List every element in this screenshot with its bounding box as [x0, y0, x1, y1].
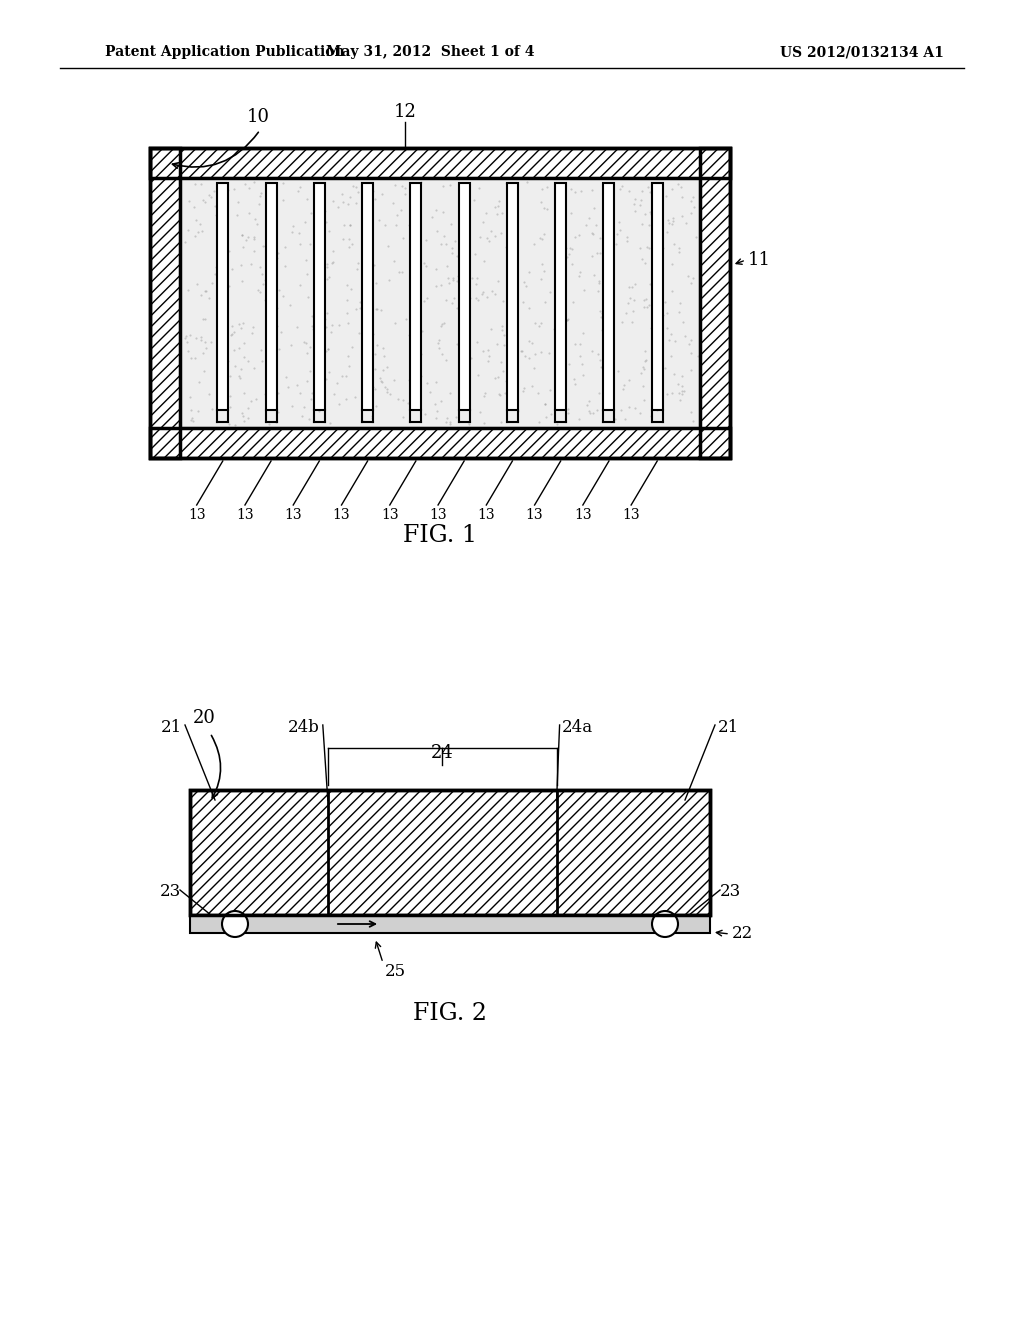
Text: 21: 21 [718, 719, 739, 737]
Bar [180, 178, 700, 428]
Bar [150, 148, 730, 178]
Text: 13: 13 [285, 508, 302, 521]
Text: 24a: 24a [561, 719, 593, 737]
Bar [150, 148, 730, 458]
Bar [700, 148, 730, 458]
Text: May 31, 2012  Sheet 1 of 4: May 31, 2012 Sheet 1 of 4 [326, 45, 535, 59]
Bar [150, 148, 180, 458]
Text: 13: 13 [429, 508, 446, 521]
Bar [459, 183, 470, 411]
Bar [603, 183, 614, 411]
Bar [651, 183, 663, 411]
Text: 22: 22 [732, 925, 754, 942]
Text: 13: 13 [187, 508, 206, 521]
Text: 11: 11 [748, 251, 771, 269]
Bar [150, 428, 730, 458]
Text: Patent Application Publication: Patent Application Publication [105, 45, 345, 59]
Bar [555, 183, 566, 411]
Text: FIG. 1: FIG. 1 [403, 524, 477, 548]
Bar [150, 148, 730, 178]
Circle shape [652, 911, 678, 937]
Text: 13: 13 [477, 508, 496, 521]
Bar [507, 183, 518, 411]
Text: FIG. 2: FIG. 2 [413, 1002, 487, 1024]
Text: 13: 13 [623, 508, 640, 521]
Text: 25: 25 [385, 962, 407, 979]
Text: 20: 20 [193, 709, 216, 727]
Bar [190, 789, 710, 915]
Bar [313, 183, 325, 411]
Bar [362, 183, 373, 411]
Bar [265, 183, 276, 411]
Text: 24b: 24b [288, 719, 319, 737]
Bar [150, 428, 730, 458]
Text: 13: 13 [381, 508, 398, 521]
Text: US 2012/0132134 A1: US 2012/0132134 A1 [780, 45, 944, 59]
Bar [190, 789, 710, 915]
Text: 13: 13 [237, 508, 254, 521]
Text: 23: 23 [160, 883, 180, 900]
Text: 10: 10 [247, 108, 270, 125]
Text: 23: 23 [720, 883, 740, 900]
Text: 24: 24 [431, 744, 454, 762]
Text: 21: 21 [161, 719, 182, 737]
Text: 13: 13 [525, 508, 544, 521]
Bar [190, 915, 710, 933]
Text: 13: 13 [574, 508, 592, 521]
Bar [700, 148, 730, 458]
Bar [217, 183, 228, 411]
Bar [150, 148, 180, 458]
Text: 13: 13 [333, 508, 350, 521]
Text: 12: 12 [393, 103, 417, 121]
Circle shape [222, 911, 248, 937]
Bar [411, 183, 421, 411]
